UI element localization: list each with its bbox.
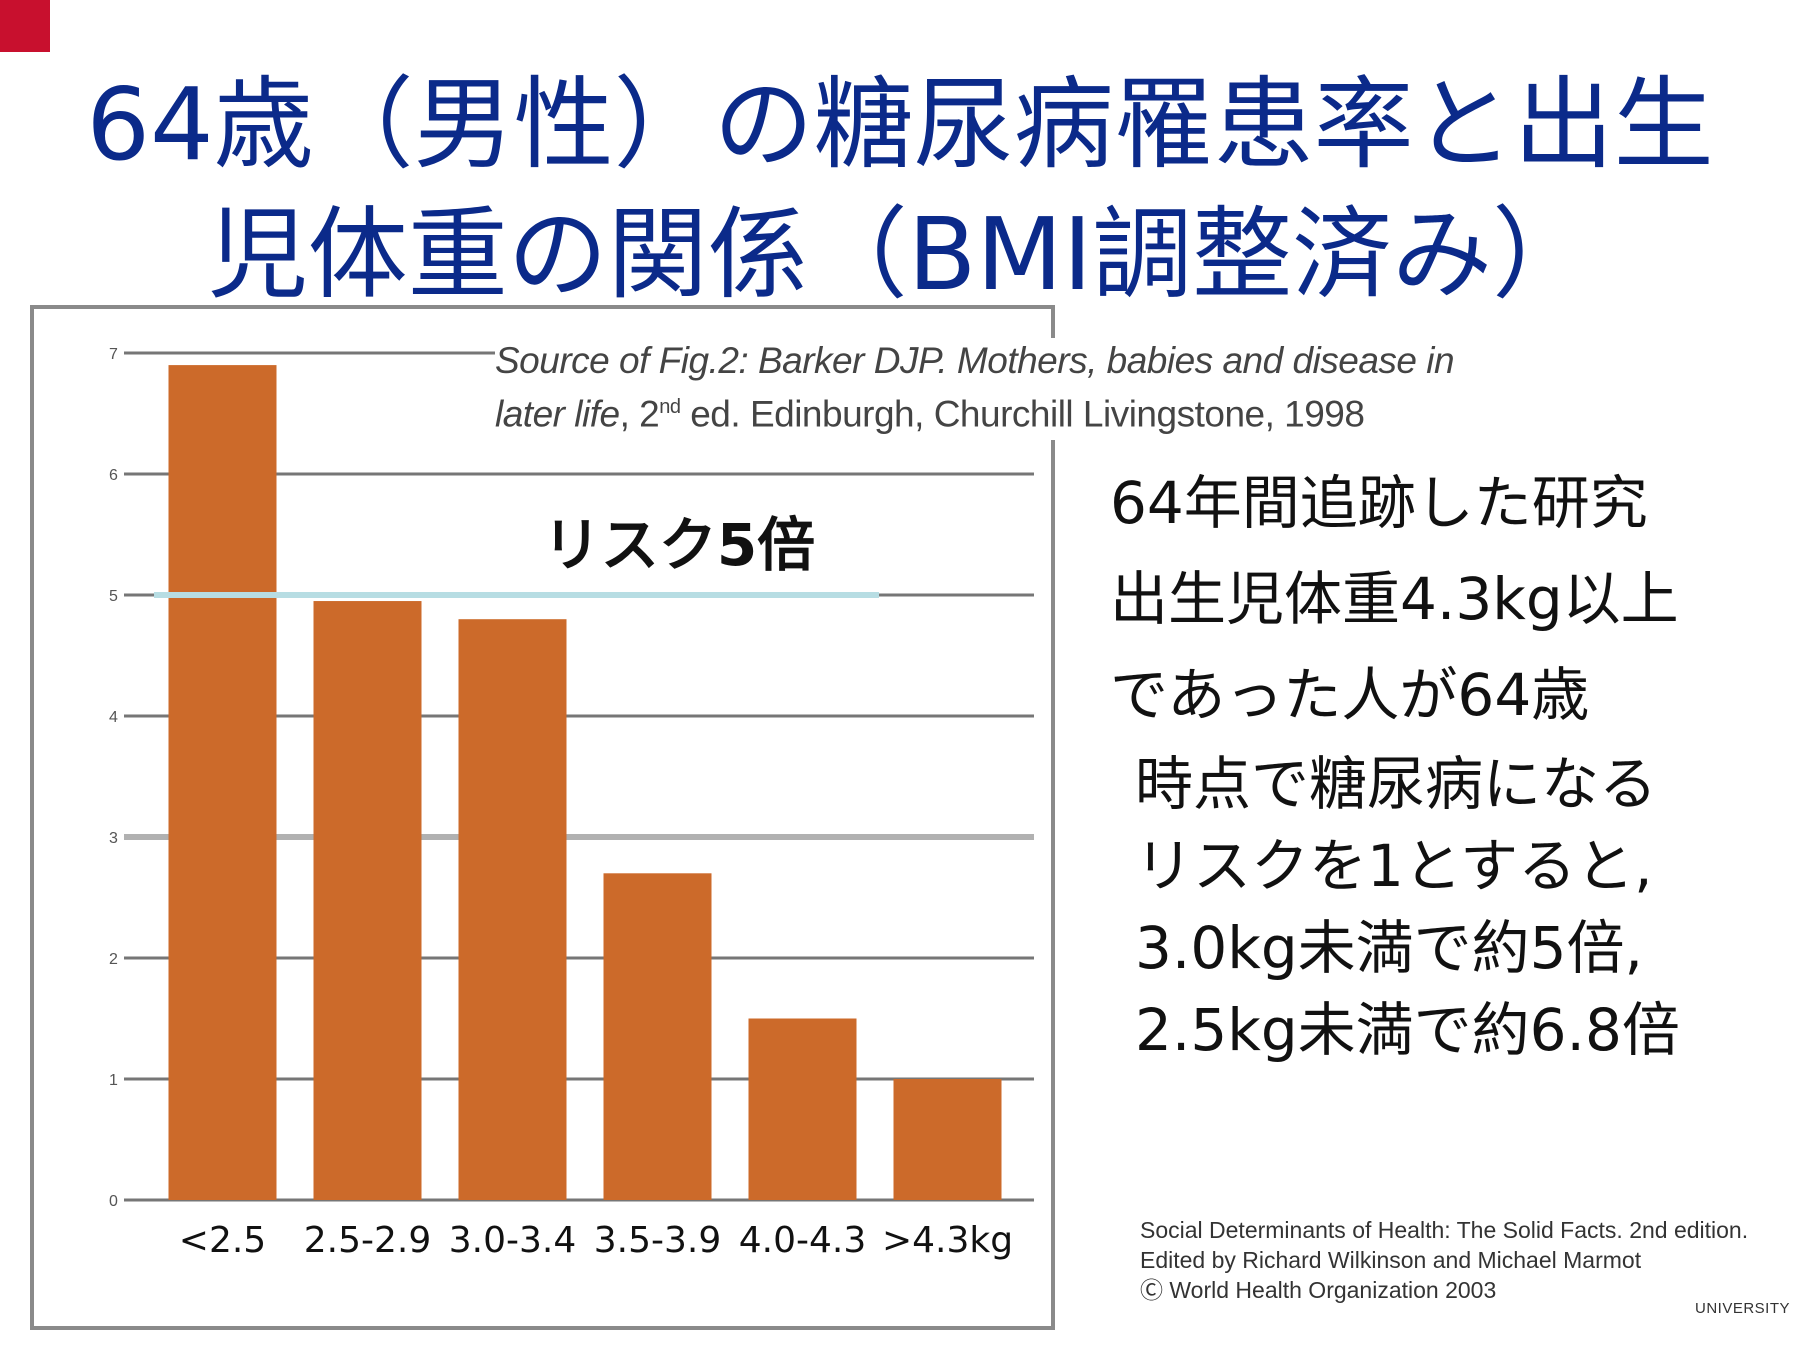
figure-source: Source of Fig.2: Barker DJP. Mothers, ba… <box>495 338 1745 440</box>
bar <box>603 873 712 1200</box>
note-line: 時点で糖尿病になる <box>1135 750 1658 818</box>
university-logo-text: UNIVERSITY <box>1695 1300 1791 1317</box>
y-tick-label: 3 <box>109 830 118 847</box>
bar <box>313 601 422 1200</box>
note-line: リスクを1とすると, <box>1135 832 1653 900</box>
source-book-title-cont: later life <box>495 393 620 435</box>
note-line: であった人が64歳 <box>1110 661 1590 729</box>
title-line-2: 児体重の関係（BMI調整済み） <box>207 196 1593 313</box>
source-edition: , 2 <box>619 393 660 435</box>
bar <box>893 1079 1002 1200</box>
title-line-1: 64歳（男性）の糖尿病罹患率と出生 <box>86 66 1714 183</box>
x-tick-label: 3.0-3.4 <box>449 1220 577 1261</box>
bar <box>748 1018 857 1200</box>
x-tick-label: 2.5-2.9 <box>304 1220 432 1261</box>
y-tick-label: 5 <box>109 588 118 605</box>
y-tick-label: 4 <box>109 709 118 726</box>
bar <box>458 619 567 1200</box>
credits: Social Determinants of Health: The Solid… <box>1140 1215 1780 1305</box>
credit-line: Edited by Richard Wilkinson and Michael … <box>1140 1247 1642 1273</box>
y-tick-label: 6 <box>109 467 118 484</box>
source-edition-sup: nd <box>659 396 681 418</box>
note-line: 2.5kg未満で約6.8倍 <box>1135 996 1680 1064</box>
study-note: 64年間追跡した研究 出生児体重4.3kg以上 であった人が64歳 時点で糖尿病… <box>1110 455 1790 1071</box>
y-tick-label: 7 <box>109 346 118 363</box>
note-line: 3.0kg未満で約5倍, <box>1135 914 1643 982</box>
source-book-title: Mothers, babies and disease in <box>956 340 1455 381</box>
y-tick-label: 2 <box>109 951 118 968</box>
bar-chart: 0 1 2 3 4 5 6 7 <2.5 2.5-2.9 3.0-3.4 3.5-3.9 4.0-4.3… <box>109 346 1034 1261</box>
x-tick-label: 4.0-4.3 <box>739 1220 867 1261</box>
chart-frame: 0 1 2 3 4 5 6 7 <2.5 2.5-2.9 3.0-3.4 3.5-3.9 4.0-4.3… <box>30 305 1055 1330</box>
x-tick-label: >4.3kg <box>882 1220 1013 1261</box>
x-tick-label: <2.5 <box>179 1220 266 1261</box>
x-tick-label: 3.5-3.9 <box>594 1220 722 1261</box>
bar <box>168 365 277 1201</box>
credit-line: Ⓒ World Health Organization 2003 <box>1140 1277 1497 1303</box>
corner-accent <box>0 0 50 52</box>
y-tick-label: 1 <box>109 1072 118 1089</box>
credit-line: Social Determinants of Health: The Solid… <box>1140 1217 1749 1243</box>
source-text-1: Source of Fig.2: Barker DJP. <box>495 340 957 381</box>
slide-title: 64歳（男性）の糖尿病罹患率と出生 児体重の関係（BMI調整済み） <box>0 60 1800 320</box>
y-tick-label: 0 <box>109 1193 118 1210</box>
reference-line-label: リスク5倍 <box>543 511 815 579</box>
note-line: 出生児体重4.3kg以上 <box>1110 565 1679 633</box>
note-line: 64年間追跡した研究 <box>1110 469 1648 537</box>
source-publisher: ed. Edinburgh, Churchill Livingstone, 19… <box>680 393 1365 435</box>
